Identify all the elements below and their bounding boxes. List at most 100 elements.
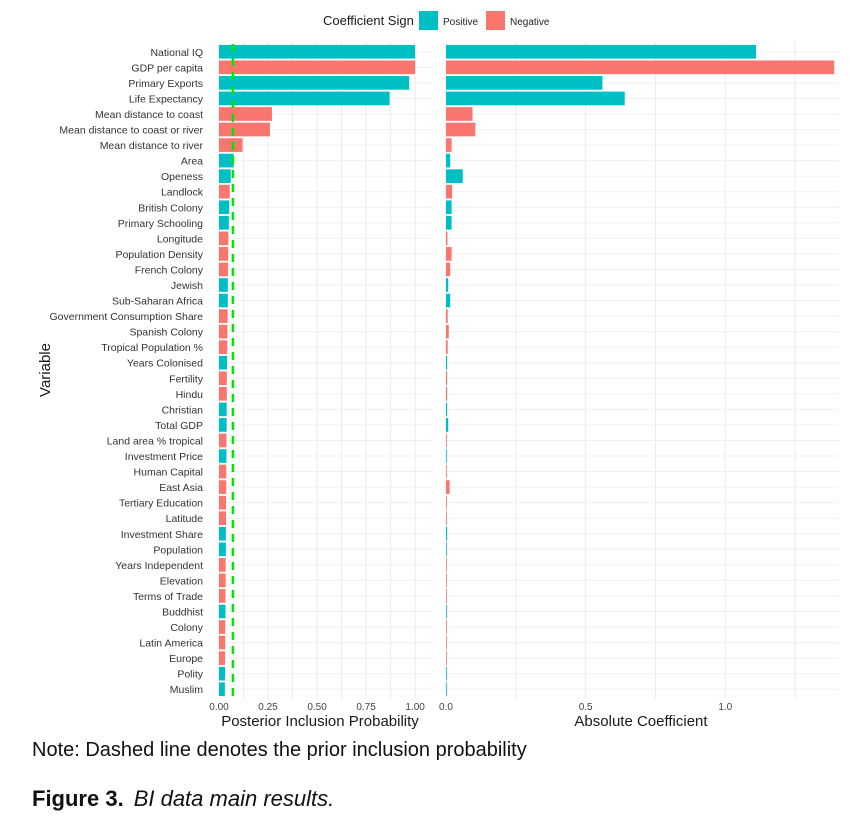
bar-pip	[219, 402, 227, 417]
bar-coef	[446, 153, 451, 168]
category-label: Land area % tropical	[107, 435, 203, 447]
bar-coef	[446, 604, 447, 619]
bar-coef	[446, 262, 451, 277]
legend-swatch	[486, 11, 505, 30]
category-label: Years Independent	[115, 560, 203, 572]
bar-pip	[219, 464, 227, 479]
bar-pip	[219, 76, 410, 90]
category-label: Landlock	[161, 187, 204, 199]
category-label: Terms of Trade	[133, 591, 203, 603]
category-label: Investment Price	[125, 451, 203, 463]
bar-pip	[219, 60, 416, 75]
bar-coef	[446, 542, 447, 557]
bar-coef	[446, 511, 447, 526]
category-label: Longitude	[157, 233, 203, 245]
category-label: Muslim	[170, 684, 204, 696]
legend-title: Coefficient Sign	[323, 13, 414, 28]
category-labels: National IQ GDP per capita Primary Exports…	[50, 47, 204, 696]
category-label: Elevation	[160, 575, 203, 587]
bar-coef	[446, 122, 476, 137]
bar-pip	[219, 480, 227, 494]
bar-pip	[219, 247, 229, 261]
category-label: Primary Exports	[128, 78, 203, 90]
bar-coef	[446, 324, 449, 339]
bar-pip	[219, 449, 227, 463]
category-label: GDP per capita	[131, 62, 203, 74]
figure-note: Note: Dashed line denotes the prior incl…	[32, 739, 527, 761]
bar-coef	[446, 60, 835, 75]
panel-grids	[218, 42, 839, 699]
bar-coef	[446, 215, 452, 230]
bar-coef	[446, 138, 452, 152]
bar-pip	[219, 604, 226, 619]
bar-coef	[446, 247, 452, 261]
category-label: Christian	[162, 404, 204, 416]
x-axis-title: Posterior Inclusion Probability	[221, 713, 419, 730]
bar-pip	[219, 44, 416, 59]
bar-coef	[446, 200, 452, 215]
bar-pip	[219, 573, 226, 588]
bar-coef	[446, 309, 448, 323]
bar-coef	[446, 402, 448, 417]
bar-pip	[219, 138, 243, 152]
bar-coef	[446, 76, 603, 90]
x-tick-label: 0.50	[307, 702, 327, 713]
bar-coef	[446, 558, 447, 572]
category-label: Population	[153, 544, 203, 556]
legend: Coefficient Sign Positive Negative	[323, 11, 550, 30]
category-label: Government Consumption Share	[50, 311, 204, 323]
bar-pip	[219, 340, 228, 355]
bar-pip	[219, 542, 226, 557]
category-label: Population Density	[115, 249, 203, 261]
category-label: Jewish	[171, 280, 203, 292]
bar-pip	[219, 371, 227, 386]
category-label: Mean distance to coast	[95, 109, 203, 121]
bar-pip	[219, 324, 228, 339]
legend-swatch	[419, 11, 438, 30]
bar-pip	[219, 262, 229, 277]
bar-coef	[446, 433, 447, 448]
bar-pip	[219, 682, 225, 697]
legend-label: Negative	[510, 17, 550, 28]
x-tick-label: 0.5	[579, 702, 593, 713]
category-label: Human Capital	[134, 467, 203, 479]
bar-pip	[219, 200, 230, 215]
bar-pip	[219, 651, 226, 665]
category-label: Tropical Population %	[101, 342, 203, 354]
x-tick-label: 1.00	[405, 702, 425, 713]
x-tick-label: 0.00	[209, 702, 229, 713]
bar-pip	[219, 184, 230, 199]
bar-coef	[446, 495, 447, 510]
bar-pip	[219, 511, 227, 526]
category-label: Spanish Colony	[129, 327, 203, 339]
bar-coef	[446, 44, 757, 59]
bar-pip	[219, 122, 270, 137]
y-axis-label: Variable	[37, 343, 54, 397]
bar-pip	[219, 589, 226, 603]
category-label: Area	[181, 156, 203, 168]
bar-pip	[219, 418, 227, 432]
bar-coef	[446, 107, 473, 121]
bar-coef	[446, 449, 447, 463]
bar-pip	[219, 91, 390, 106]
bar-coef	[446, 635, 447, 650]
bar-coef	[446, 651, 447, 665]
panel-bars	[219, 44, 835, 697]
bar-pip	[219, 355, 228, 370]
bar-pip	[219, 231, 229, 246]
bar-pip	[219, 278, 228, 292]
bar-coef	[446, 91, 625, 106]
category-label: Latin America	[139, 638, 203, 650]
category-label: National IQ	[150, 47, 203, 59]
bar-coef	[446, 480, 450, 494]
category-label: Total GDP	[155, 420, 203, 432]
figure-title: BI data main results.	[133, 786, 335, 811]
bar-coef	[446, 371, 448, 386]
category-label: Colony	[170, 622, 203, 634]
bar-coef	[446, 231, 448, 246]
bar-pip	[219, 107, 272, 121]
bar-coef	[446, 682, 447, 697]
bar-coef	[446, 573, 447, 588]
bar-pip	[219, 635, 226, 650]
